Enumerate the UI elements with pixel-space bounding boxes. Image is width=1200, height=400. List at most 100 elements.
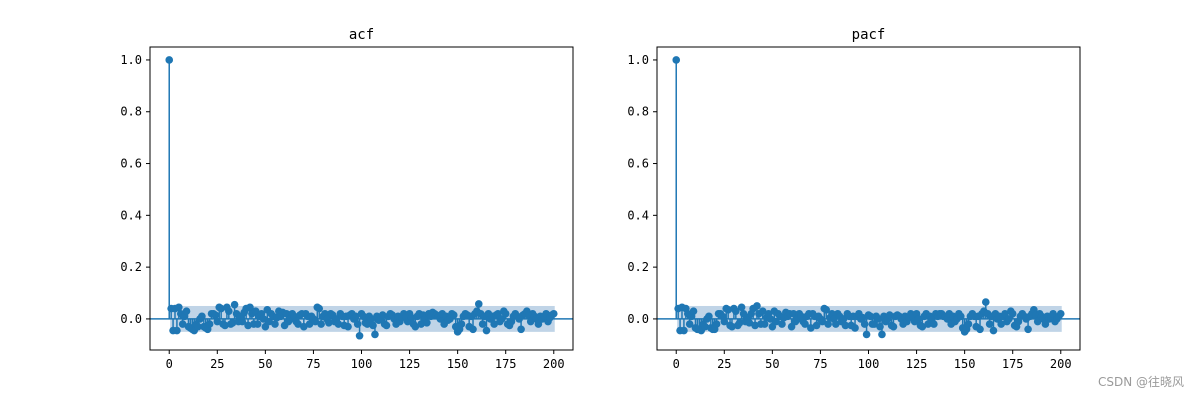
y-tick-label: 0.6 [627,157,649,171]
chart-acf: acf 0 25 50 75 100 125 150 175 200 0.0 0.2 0.4 0.6 0.8… [120,27,574,371]
stem-marker [238,317,247,326]
x-tick-label: 25 [210,357,224,371]
stem-marker [305,320,314,328]
stem-marker [474,300,483,308]
stem-marker [246,303,254,312]
stem-marker [334,320,343,328]
stem-marker [858,313,867,322]
stem-marker [469,325,477,334]
stem-marker [989,326,998,335]
stem-marker [259,315,268,323]
y-tick-label: 0.2 [120,260,142,274]
stem-marker [1024,325,1032,334]
stem-marker [689,307,698,315]
stem-marker [705,312,713,321]
stem-marker [976,325,984,334]
stem-marker [501,309,510,318]
axes-frame [149,46,574,351]
stem-marker [1008,309,1017,318]
stem-marker [787,322,796,331]
y-tick-label: 1.0 [120,53,142,67]
x-tick-label: 150 [954,357,976,371]
stem-marker [1001,309,1009,318]
stem-marker [251,307,260,315]
stem-marker [918,322,927,331]
x-tick-label: 200 [543,357,565,371]
stem-marker [300,322,308,331]
stem-marker [860,320,869,328]
stem-marker [449,311,458,319]
stem-marker [889,322,898,331]
stem-marker [173,326,181,335]
x-tick-label: 200 [1050,357,1072,371]
stem-marker [924,320,932,328]
stem-marker [457,320,466,328]
stem-marker [680,326,688,335]
stem-marker [182,307,191,315]
stem-marker [369,321,377,330]
stem-marker [956,312,965,321]
stem-marker [244,321,252,330]
stem-marker [517,325,525,334]
stem-marker [885,311,894,319]
x-tick-label: 150 [447,357,469,371]
stem-marker [367,315,375,323]
stem-marker [253,320,262,328]
x-tick-label: 75 [813,357,827,371]
stem-marker [325,319,333,327]
stem-marker [930,320,938,328]
y-tick-label: 0.4 [120,208,142,222]
y-tick-label: 0.8 [627,105,649,119]
stem-marker [751,321,759,330]
stem-marker [378,311,387,319]
stem-marker [772,317,781,326]
x-tick-label: 75 [306,357,320,371]
stem-marker [735,319,744,327]
stem-marker [1049,309,1057,318]
stem-marker [271,320,279,328]
stem-marker [1033,317,1042,326]
stem-marker [985,320,994,328]
watermark: CSDN @往晓风 [1097,375,1184,389]
stem-marker [311,317,320,326]
stem-marker [878,330,886,339]
x-tick-label: 125 [399,357,421,371]
stem-marker [822,306,830,314]
x-tick-label: 0 [166,357,173,371]
stem-marker [213,317,222,326]
stem-marker [1005,315,1013,323]
y-tick-label: 0.2 [627,260,649,274]
stem-marker [217,304,225,313]
stem-marker [317,320,325,328]
stem-marker [382,321,391,330]
stem-marker [482,326,491,335]
stem-marker [225,307,233,315]
y-tick-label: 0.0 [120,312,142,326]
y-tick-label: 0.4 [627,208,649,222]
stem-marker [818,317,827,326]
y-tick-label: 0.0 [627,312,649,326]
stem-marker [745,319,754,327]
stem-marker [766,315,775,323]
stem-marker [211,311,220,319]
x-tick-label: 175 [495,357,517,371]
stem-marker [230,300,239,309]
stem-marker [685,320,694,328]
stem-marker [720,317,729,326]
stem-marker [351,312,360,321]
stem-marker [997,320,1005,328]
stem-marker [737,303,746,312]
stem-marker [712,320,721,328]
stem-marker [359,312,368,321]
stem-marker [407,313,416,322]
chart-title: acf [349,27,374,43]
stem-marker [282,309,291,318]
y-tick-label: 0.6 [120,157,142,171]
stem-marker [294,320,302,328]
stem-marker [175,303,183,312]
stem-marker [724,306,732,314]
x-tick-label: 25 [717,357,731,371]
stem-marker [165,56,174,64]
stem-marker [221,321,229,330]
